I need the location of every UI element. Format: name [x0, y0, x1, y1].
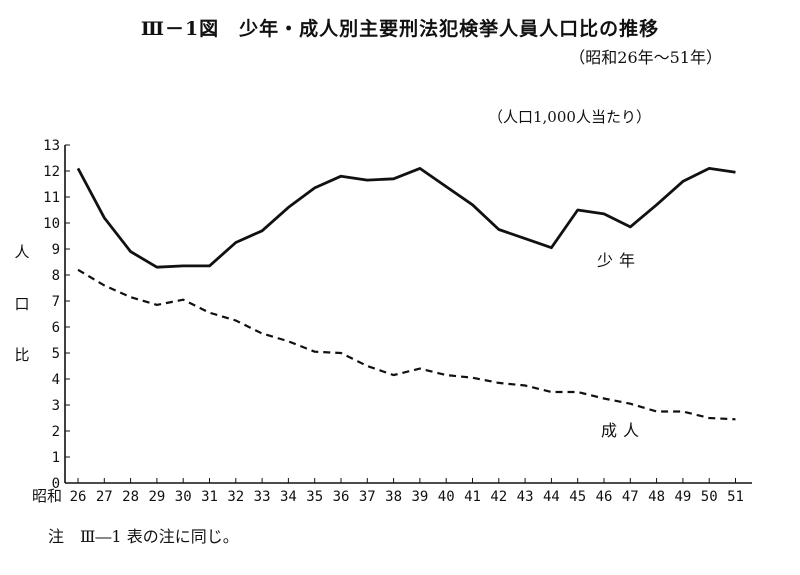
x-axis-era-label: 昭和: [32, 487, 62, 505]
x-tick-label: 31: [201, 489, 218, 505]
axes: [64, 144, 752, 484]
series-line-adult: [77, 268, 736, 421]
x-tick-label: 45: [569, 489, 586, 505]
x-tick-label: 26: [70, 489, 87, 505]
x-tick-label: 44: [543, 489, 560, 505]
x-tick-label: 29: [148, 489, 165, 505]
x-tick-label: 33: [254, 489, 271, 505]
series-lines: [76, 166, 736, 421]
y-tick-label: 13: [43, 138, 60, 154]
x-tick-label: 28: [122, 489, 139, 505]
y-axis-label-char: 口: [14, 295, 29, 313]
x-tick-label: 38: [385, 489, 402, 505]
x-tick-label: 43: [517, 489, 534, 505]
y-tick-label: 9: [52, 242, 60, 258]
y-tick-label: 6: [52, 320, 60, 336]
x-tick-label: 47: [622, 489, 639, 505]
footnote: 注 Ⅲ―1 表の注に同じ。: [48, 527, 239, 546]
x-tick-label: 34: [280, 489, 297, 505]
series-label: 少年: [597, 251, 641, 270]
chart-title: Ⅲ－1図 少年・成人別主要刑法犯検挙人員人口比の推移: [140, 18, 660, 40]
x-tick-label: 39: [411, 489, 428, 505]
x-tick-label: 51: [727, 489, 744, 505]
x-tick-label: 35: [306, 489, 323, 505]
series-line-juvenile: [76, 166, 736, 269]
x-tick-label: 30: [175, 489, 192, 505]
x-tick-label: 42: [490, 489, 507, 505]
y-tick-label: 0: [52, 476, 60, 492]
x-tick-label: 46: [596, 489, 613, 505]
unit-label: （人口1,000人当たり）: [488, 108, 651, 126]
y-tick-label: 11: [43, 190, 60, 206]
y-tick-label: 2: [52, 424, 60, 440]
x-tick-label: 49: [674, 489, 691, 505]
x-tick-label: 32: [227, 489, 244, 505]
chart-subtitle: （昭和26年～51年）: [569, 48, 722, 67]
y-tick-label: 12: [43, 164, 60, 180]
y-tick-label: 1: [52, 450, 60, 466]
y-axis-label-char: 比: [14, 346, 29, 364]
y-tick-label: 10: [43, 216, 60, 232]
y-axis-label-char: 人: [14, 243, 29, 261]
x-tick-label: 50: [701, 489, 718, 505]
y-tick-label: 5: [52, 346, 60, 362]
x-tick-label: 48: [648, 489, 665, 505]
x-tick-label: 37: [359, 489, 376, 505]
y-tick-label: 7: [52, 294, 60, 310]
series-label: 成人: [601, 421, 645, 440]
y-tick-label: 3: [52, 398, 60, 414]
x-tick-label: 27: [96, 489, 113, 505]
x-tick-label: 40: [438, 489, 455, 505]
x-tick-label: 41: [464, 489, 481, 505]
x-tick-label: 36: [333, 489, 350, 505]
y-tick-label: 8: [52, 268, 60, 284]
y-tick-label: 4: [52, 372, 60, 388]
